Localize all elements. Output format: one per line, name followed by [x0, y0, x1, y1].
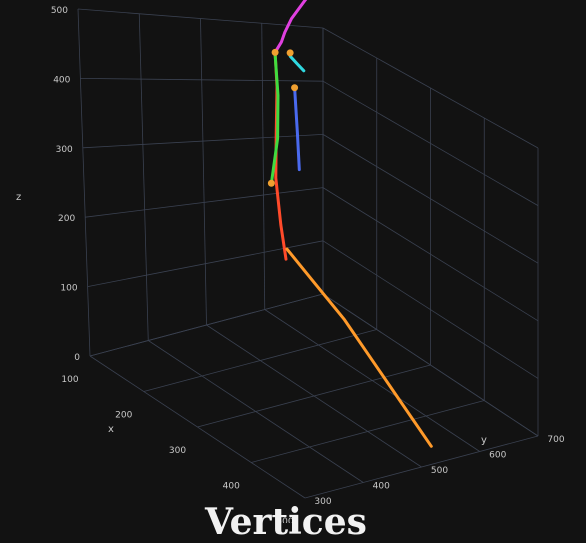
chart-3d-plot: 0 100 200 300 400 500 100 200 300 400 500 300 400 500… [16, 0, 565, 527]
x-tick-label: 400 [223, 482, 240, 492]
caption-text: Vertices [205, 501, 367, 543]
tracks-layer [269, 0, 433, 448]
grid-line [206, 324, 422, 468]
x-tick-label: 500 [276, 517, 293, 523]
grid-line [200, 18, 207, 326]
vertices-layer [267, 48, 299, 187]
vertex-marker-3 [267, 179, 275, 187]
x-tick-label: 100 [61, 375, 78, 385]
y-tick-label: 400 [373, 482, 390, 492]
x-tick-label: 200 [115, 411, 132, 421]
z-axis-label: z [16, 192, 21, 203]
z-tick-label: 300 [56, 145, 73, 155]
z-tick-label: 500 [51, 6, 68, 16]
chart-canvas: 0 100 200 300 400 500 100 200 300 400 500 300 400 500… [16, 0, 565, 540]
grid-line [89, 355, 306, 499]
grid-line [148, 340, 364, 483]
vertex-marker-0 [271, 48, 279, 56]
grid-line [322, 293, 539, 437]
grid-line [77, 8, 91, 357]
grid-line [138, 13, 149, 341]
track-series-2 [285, 247, 433, 448]
grid-line [261, 23, 266, 310]
x-tick-label: 300 [169, 446, 186, 456]
z-tick-label: 200 [58, 214, 75, 224]
y-axis-label: y [481, 435, 487, 446]
vertex-marker-1 [286, 49, 294, 57]
axis-ticks: 0 100 200 300 400 500 100 200 300 400 500 300 400 500… [51, 6, 565, 527]
y-tick-label: 500 [431, 466, 448, 476]
track-series-3 [269, 54, 280, 185]
z-tick-label: 100 [60, 284, 77, 294]
track-series-4 [288, 54, 306, 73]
y-tick-label: 300 [314, 497, 331, 507]
grid-walls [77, 8, 539, 499]
y-tick-label: 600 [489, 451, 506, 461]
z-tick-label: 400 [53, 75, 70, 85]
vertex-marker-2 [291, 84, 299, 92]
y-tick-label: 700 [547, 435, 564, 445]
track-series-0 [273, 0, 308, 54]
track-series-5 [293, 86, 301, 172]
grid-line [264, 309, 480, 452]
x-axis-label: x [108, 424, 114, 435]
z-tick-label: 0 [74, 353, 80, 363]
